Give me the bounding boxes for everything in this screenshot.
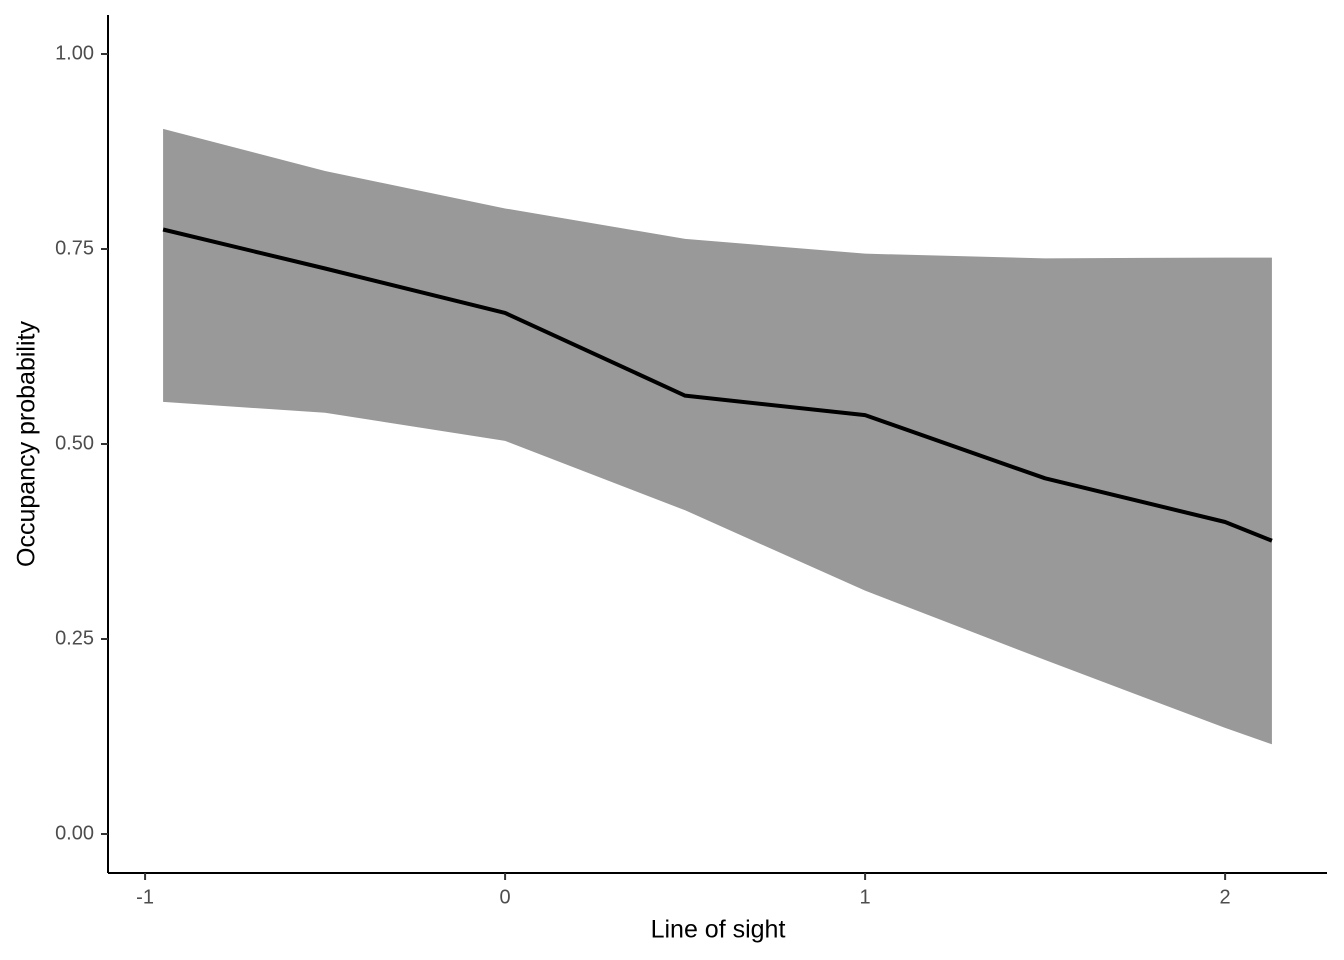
x-axis-title: Line of sight [651,916,786,944]
y-tick-label: 1.00 [55,42,94,64]
y-tick-label: 0.00 [55,822,94,844]
y-axis-title: Occupancy probability [13,321,41,567]
line [162,227,1273,543]
y-tick-label: 0.75 [55,237,94,259]
confidence-band [163,128,1272,745]
x-tick-label: 1 [860,886,871,908]
y-tick-label: 0.25 [55,627,94,649]
x-tick-label: -1 [136,886,154,908]
x-tick-label: 2 [1220,886,1231,908]
x-tick-label: 0 [500,886,511,908]
y-tick-label: 0.50 [55,432,94,454]
